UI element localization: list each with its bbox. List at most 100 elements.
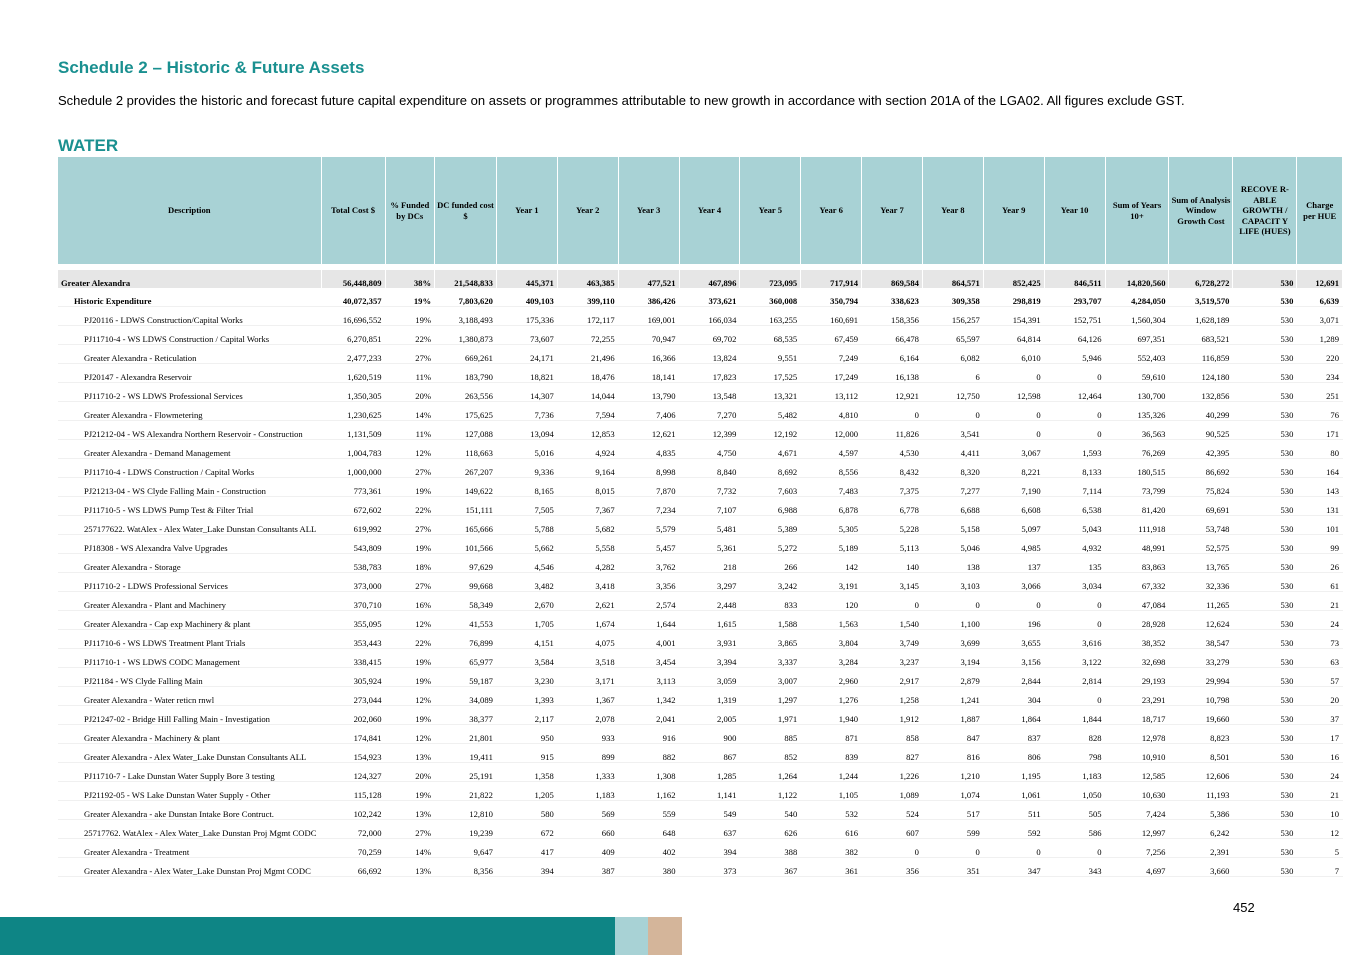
column-header: Sum of Analysis Window Growth Cost — [1168, 157, 1234, 264]
row-value: 5,389 — [739, 515, 802, 535]
row-value: 9,647 — [434, 838, 497, 858]
row-value: 21,822 — [434, 781, 497, 801]
row-value: 950 — [496, 724, 558, 744]
row-value: 5,579 — [618, 515, 680, 535]
row-value: 83,863 — [1105, 553, 1170, 573]
row-value: 2,960 — [800, 667, 863, 687]
row-value: 1,319 — [679, 686, 741, 706]
row-value: 131 — [1296, 496, 1343, 516]
row-value: 3,699 — [922, 629, 984, 649]
row-value: 67,459 — [800, 325, 863, 345]
row-value: 17,525 — [739, 363, 802, 383]
row-value: 86,692 — [1168, 458, 1234, 478]
row-value: 828 — [1044, 724, 1106, 744]
row-value: 864,571 — [922, 270, 984, 288]
row-value: 569 — [557, 800, 619, 820]
column-header: % Funded by DCs — [385, 157, 436, 264]
row-value: 80 — [1296, 439, 1343, 459]
row-value: 530 — [1232, 288, 1298, 307]
row-value: 1,628,189 — [1168, 306, 1234, 326]
row-value: 1,205 — [496, 781, 558, 801]
row-value: 202,060 — [321, 705, 386, 725]
footer-bar-tan — [648, 917, 682, 955]
row-value: 27% — [385, 344, 436, 364]
row-value: 540 — [739, 800, 802, 820]
row-value: 37 — [1296, 705, 1343, 725]
row-value: 3,113 — [618, 667, 680, 687]
row-value: 599 — [922, 819, 984, 839]
row-value: 530 — [1232, 325, 1298, 345]
row-description: Greater Alexandra - Cap exp Machinery & … — [58, 610, 322, 630]
row-value: 10,630 — [1105, 781, 1170, 801]
row-value: 27% — [385, 515, 436, 535]
row-value: 847 — [922, 724, 984, 744]
row-value: 717,914 — [800, 270, 863, 288]
row-value: 175,336 — [496, 306, 558, 326]
table-row: Greater Alexandra - Machinery & plant 174… — [58, 724, 1343, 744]
row-value: 12,585 — [1105, 762, 1170, 782]
row-value: 417 — [496, 838, 558, 858]
row-value: 12,921 — [861, 382, 923, 402]
row-value: 0 — [983, 363, 1045, 383]
row-description: Greater Alexandra - ake Dunstan Intake B… — [58, 800, 322, 820]
row-value: 16,696,552 — [321, 306, 386, 326]
row-value: 24 — [1296, 762, 1343, 782]
row-value: 18,476 — [557, 363, 619, 383]
row-value: 8,501 — [1168, 743, 1234, 763]
row-value: 22% — [385, 325, 436, 345]
row-value: 154,923 — [321, 743, 386, 763]
row-value: 120 — [800, 591, 863, 611]
row-value: 5,228 — [861, 515, 923, 535]
row-value: 530 — [1232, 420, 1298, 440]
row-value: 409 — [557, 838, 619, 858]
row-value: 0 — [1044, 591, 1106, 611]
row-value: 351 — [922, 857, 984, 877]
row-value: 530 — [1232, 306, 1298, 326]
row-value: 4,985 — [983, 534, 1045, 554]
row-value: 1,100 — [922, 610, 984, 630]
row-value: 1,844 — [1044, 705, 1106, 725]
row-value: 116,859 — [1168, 344, 1234, 364]
row-value: 6,082 — [922, 344, 984, 364]
row-value: 19% — [385, 534, 436, 554]
row-value: 798 — [1044, 743, 1106, 763]
row-value: 915 — [496, 743, 558, 763]
row-description: PJ18308 - WS Alexandra Valve Upgrades — [58, 534, 322, 554]
schedule-intro: Schedule 2 provides the historic and for… — [58, 93, 1185, 108]
row-value: 511 — [983, 800, 1045, 820]
row-value: 42,395 — [1168, 439, 1234, 459]
row-value: 4,282 — [557, 553, 619, 573]
row-value: 12% — [385, 686, 436, 706]
row-value: 7,406 — [618, 401, 680, 421]
row-value: 5,361 — [679, 534, 741, 554]
row-value: 3,194 — [922, 648, 984, 668]
row-value: 13% — [385, 743, 436, 763]
table-row: PJ11710-4 - LDWS Construction / Capital … — [58, 458, 1343, 478]
row-value: 1,122 — [739, 781, 802, 801]
row-value: 1,285 — [679, 762, 741, 782]
row-value: 234 — [1296, 363, 1343, 383]
table-spacer-row — [58, 264, 1343, 270]
row-value: 530 — [1232, 553, 1298, 573]
column-header: Sum of Years 10+ — [1105, 157, 1170, 264]
row-value: 5,097 — [983, 515, 1045, 535]
row-value: 38,352 — [1105, 629, 1170, 649]
row-value: 6,270,851 — [321, 325, 386, 345]
row-value: 827 — [861, 743, 923, 763]
row-value: 304 — [983, 686, 1045, 706]
row-value: 5 — [1296, 838, 1343, 858]
row-value: 467,896 — [679, 270, 741, 288]
row-value: 40,072,357 — [321, 288, 386, 307]
row-value: 4,835 — [618, 439, 680, 459]
row-value: 1,264 — [739, 762, 802, 782]
row-value: 67,332 — [1105, 572, 1170, 592]
row-value: 154,391 — [983, 306, 1045, 326]
row-value: 13,321 — [739, 382, 802, 402]
table-header-row: Description Total Cost $% Funded by DCs DC… — [58, 157, 1343, 264]
spacer-cell — [58, 264, 1343, 270]
row-value: 899 — [557, 743, 619, 763]
row-value: 7,803,620 — [434, 288, 497, 307]
row-value: 137 — [983, 553, 1045, 573]
row-value: 19,239 — [434, 819, 497, 839]
row-value: 697,351 — [1105, 325, 1170, 345]
